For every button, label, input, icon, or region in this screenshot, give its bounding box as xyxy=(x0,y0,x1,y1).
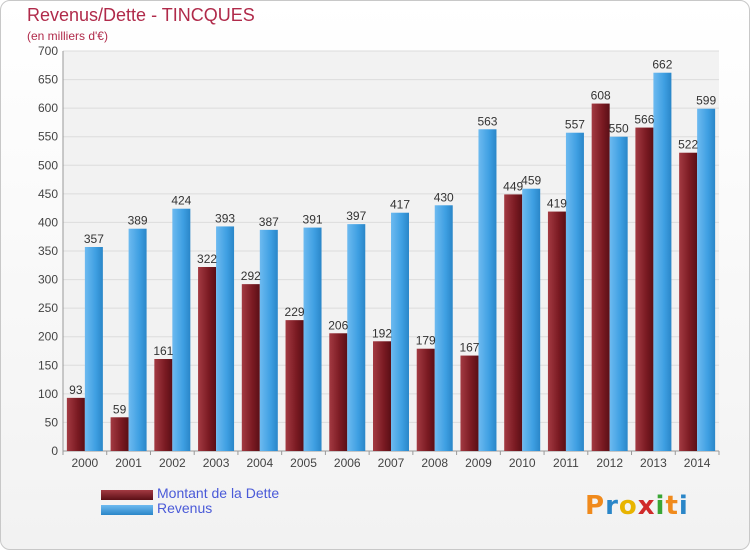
data-label-revenue: 393 xyxy=(215,211,235,225)
proxiti-logo: Proxiti xyxy=(585,491,689,521)
data-label-revenue: 424 xyxy=(171,194,191,208)
legend-swatch-revenue xyxy=(101,505,153,515)
y-tick-label: 600 xyxy=(38,101,58,115)
data-label-revenue: 459 xyxy=(521,174,541,188)
data-label-debt: 229 xyxy=(285,305,305,319)
x-tick-label: 2001 xyxy=(115,456,142,470)
bar-debt-2005 xyxy=(285,320,304,451)
y-tick-label: 550 xyxy=(38,130,58,144)
bar-revenue-2011 xyxy=(565,132,584,451)
bar-debt-2001 xyxy=(110,417,129,451)
data-label-debt: 179 xyxy=(416,334,436,348)
bar-debt-2006 xyxy=(329,333,348,451)
x-tick-label: 2013 xyxy=(640,456,667,470)
bar-revenue-2000 xyxy=(84,247,103,451)
data-label-revenue: 389 xyxy=(128,214,148,228)
bar-revenue-2006 xyxy=(347,224,366,451)
data-label-revenue: 387 xyxy=(259,215,279,229)
y-tick-label: 700 xyxy=(38,44,58,58)
y-tick-label: 50 xyxy=(45,415,59,429)
data-label-revenue: 599 xyxy=(696,94,716,108)
bar-revenue-2002 xyxy=(172,208,191,451)
bar-revenue-2012 xyxy=(609,136,628,451)
bar-debt-2000 xyxy=(66,397,85,451)
chart-title: Revenus/Dette - TINCQUES xyxy=(27,5,255,25)
bar-revenue-2008 xyxy=(434,205,453,451)
bar-debt-2008 xyxy=(416,348,435,451)
x-tick-label: 2008 xyxy=(421,456,448,470)
bar-revenue-2007 xyxy=(391,212,409,451)
data-label-revenue: 557 xyxy=(565,118,585,132)
x-tick-label: 2006 xyxy=(334,456,361,470)
bar-revenue-2005 xyxy=(303,227,322,451)
legend-label-debt: Montant de la Dette xyxy=(157,485,280,501)
y-tick-label: 300 xyxy=(38,273,58,287)
bar-debt-2003 xyxy=(198,267,217,451)
bar-revenue-2003 xyxy=(216,226,235,451)
x-tick-label: 2009 xyxy=(465,456,492,470)
y-tick-label: 200 xyxy=(38,330,58,344)
bar-debt-2010 xyxy=(504,194,523,451)
data-label-revenue: 397 xyxy=(346,209,366,223)
x-tick-label: 2003 xyxy=(203,456,230,470)
data-label-debt: 566 xyxy=(634,113,654,127)
bar-debt-2014 xyxy=(679,152,698,451)
bar-debt-2007 xyxy=(373,341,391,451)
y-tick-label: 150 xyxy=(38,358,58,372)
x-tick-label: 2010 xyxy=(509,456,536,470)
bar-revenue-2009 xyxy=(478,129,497,452)
y-tick-label: 400 xyxy=(38,215,58,229)
x-tick-label: 2004 xyxy=(246,456,273,470)
data-label-revenue: 563 xyxy=(477,114,497,128)
bar-revenue-2004 xyxy=(259,229,278,451)
bar-debt-2004 xyxy=(241,284,260,451)
data-label-debt: 292 xyxy=(241,269,261,283)
y-tick-label: 500 xyxy=(38,158,58,172)
bar-debt-2011 xyxy=(547,211,566,451)
x-tick-label: 2005 xyxy=(290,456,317,470)
bar-revenue-2014 xyxy=(697,108,716,451)
bar-debt-2002 xyxy=(154,359,173,451)
data-label-debt: 161 xyxy=(153,344,173,358)
data-label-debt: 608 xyxy=(591,89,611,103)
x-tick-label: 2002 xyxy=(159,456,186,470)
data-label-debt: 59 xyxy=(113,402,127,416)
bar-debt-2012 xyxy=(591,103,610,452)
x-tick-label: 2012 xyxy=(596,456,623,470)
data-label-debt: 206 xyxy=(328,318,348,332)
bar-debt-2009 xyxy=(460,355,479,451)
chart-subtitle: (en milliers d'€) xyxy=(27,29,108,43)
data-label-revenue: 662 xyxy=(652,58,672,72)
x-tick-label: 2000 xyxy=(72,456,99,470)
x-tick-label: 2011 xyxy=(553,456,579,470)
data-label-revenue: 357 xyxy=(84,232,104,246)
y-tick-label: 450 xyxy=(38,187,58,201)
data-label-debt: 419 xyxy=(547,197,567,211)
data-label-debt: 322 xyxy=(197,252,217,266)
data-label-debt: 449 xyxy=(503,179,523,193)
data-label-debt: 522 xyxy=(678,138,698,152)
bar-revenue-2013 xyxy=(653,72,672,451)
legend-label-revenue: Revenus xyxy=(157,500,213,516)
data-label-revenue: 391 xyxy=(303,213,323,227)
y-tick-label: 100 xyxy=(38,387,58,401)
bar-revenue-2010 xyxy=(522,188,541,451)
bar-revenue-2001 xyxy=(128,228,147,451)
data-label-debt: 167 xyxy=(459,341,479,355)
legend-swatch-debt xyxy=(101,490,153,500)
data-label-revenue: 550 xyxy=(609,122,629,136)
y-tick-label: 0 xyxy=(51,444,58,458)
data-label-debt: 192 xyxy=(372,326,392,340)
bar-debt-2013 xyxy=(635,127,654,452)
data-label-revenue: 417 xyxy=(390,198,410,212)
data-label-revenue: 430 xyxy=(434,190,454,204)
x-tick-label: 2014 xyxy=(684,456,711,470)
data-label-debt: 93 xyxy=(69,383,83,397)
y-tick-label: 250 xyxy=(38,301,58,315)
y-tick-label: 650 xyxy=(38,73,58,87)
y-tick-label: 350 xyxy=(38,244,58,258)
x-tick-label: 2007 xyxy=(378,456,405,470)
